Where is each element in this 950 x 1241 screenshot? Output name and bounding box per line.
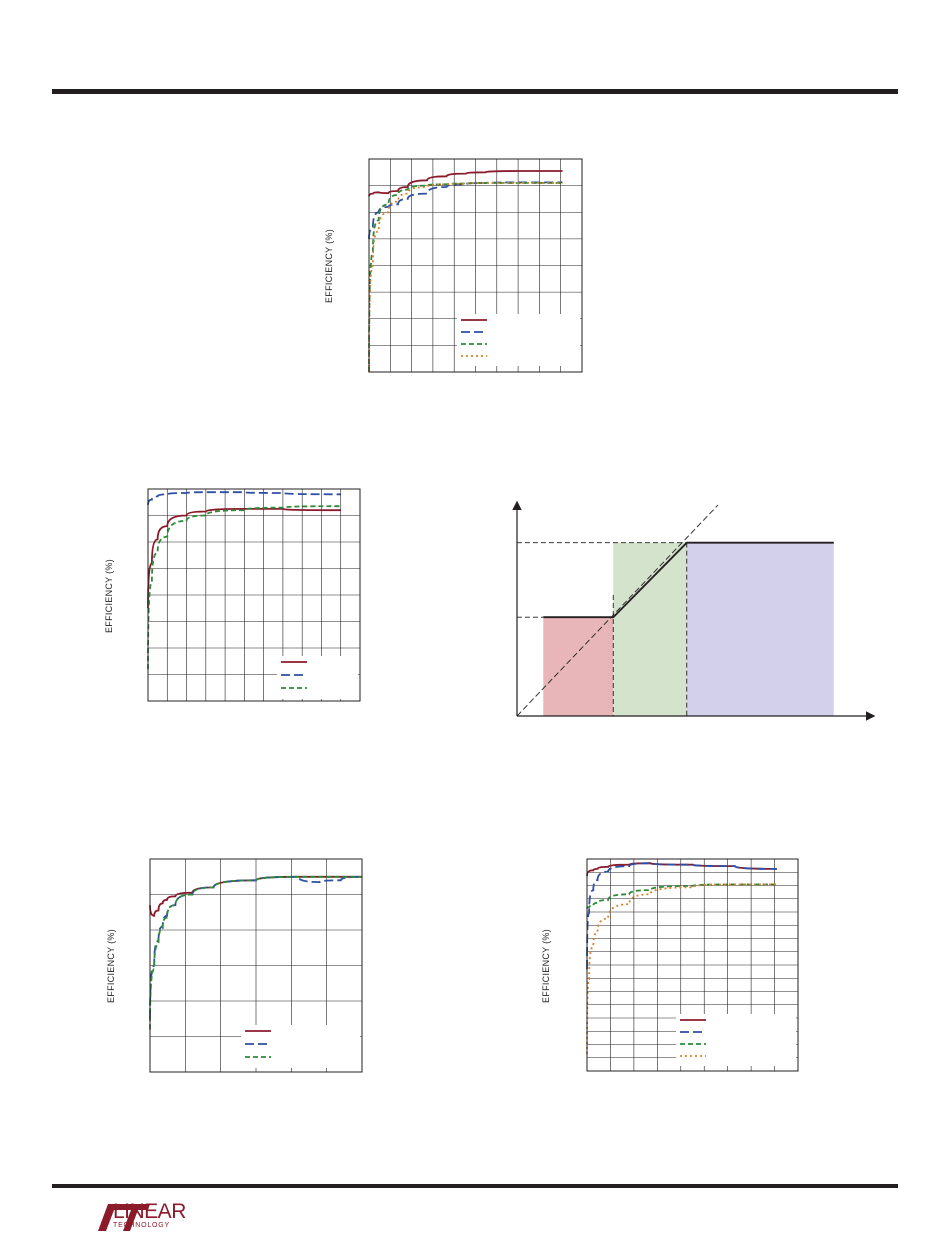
series-line-1 (368, 170, 563, 197)
series-line-1 (147, 508, 341, 609)
y-axis-label: EFFICIENCY (%) (106, 929, 116, 1003)
legend-box (241, 1025, 360, 1068)
linear-technology-logo (98, 1204, 150, 1231)
transfer-curve (543, 541, 834, 619)
series-line-3 (368, 182, 563, 373)
unity-line (516, 504, 719, 717)
logo-wordmark: LINEAR (113, 1200, 186, 1223)
y-axis-label: EFFICIENCY (%) (541, 929, 551, 1003)
y-axis-label: EFFICIENCY (%) (324, 229, 334, 303)
chart-5: EFFICIENCY (%) (541, 858, 799, 1072)
bottom-rule (52, 1184, 898, 1188)
plot-frame (147, 488, 361, 702)
series-line-1 (586, 862, 777, 877)
series-line-4 (368, 182, 563, 373)
series-line-3 (147, 505, 341, 670)
series-line-4 (586, 883, 777, 1055)
series-line-3 (149, 875, 362, 1030)
chart-2: EFFICIENCY (%) (104, 488, 361, 702)
series-line-3 (586, 883, 777, 909)
logo-subtitle: TECHNOLOGY (113, 1222, 171, 1229)
plot-frame (368, 158, 583, 373)
plot-frame (149, 858, 363, 1073)
legend-box (457, 314, 580, 366)
region-3 (686, 542, 834, 716)
series-line-2 (147, 491, 341, 505)
chart-3 (512, 500, 876, 721)
legend-box (277, 656, 358, 699)
legend-box (676, 1014, 796, 1066)
chart-4: EFFICIENCY (%) (106, 858, 363, 1073)
plot-frame (586, 858, 799, 1072)
chart-1: EFFICIENCY (%) (324, 158, 583, 373)
y-axis-label: EFFICIENCY (%) (104, 559, 114, 633)
series-line-2 (586, 862, 777, 970)
region-1 (543, 617, 614, 716)
top-rule (52, 89, 898, 94)
region-2 (613, 542, 687, 716)
